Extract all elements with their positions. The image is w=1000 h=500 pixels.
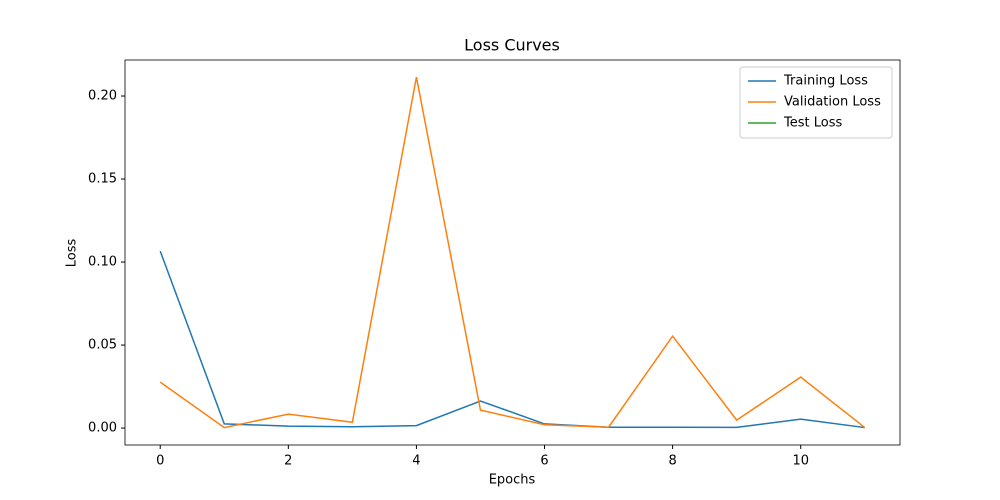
legend-box [739, 66, 893, 139]
series-line [159, 250, 865, 429]
x-tick-label: 2 [284, 454, 292, 469]
x-tick-label: 4 [412, 454, 420, 469]
y-tick-label: 0.20 [88, 89, 117, 104]
y-tick-label: 0.05 [88, 338, 117, 353]
series-line [159, 76, 866, 429]
plot-frame [124, 59, 901, 446]
x-tick-label: 6 [540, 454, 548, 469]
chart-title: Loss Curves [464, 36, 560, 55]
x-axis-label: Epochs [489, 473, 536, 488]
legend-label: Validation Loss [784, 95, 881, 110]
y-tick-label: 0.15 [88, 172, 117, 187]
x-tick-label: 0 [156, 454, 164, 469]
x-tick-label: 8 [668, 454, 676, 469]
legend-label: Training Loss [783, 74, 868, 89]
y-tick-label: 0.00 [88, 421, 117, 436]
y-tick-label: 0.10 [88, 255, 117, 270]
y-axis-label: Loss [65, 239, 80, 268]
x-tick-label: 10 [792, 454, 809, 469]
legend-label: Test Loss [783, 116, 842, 131]
